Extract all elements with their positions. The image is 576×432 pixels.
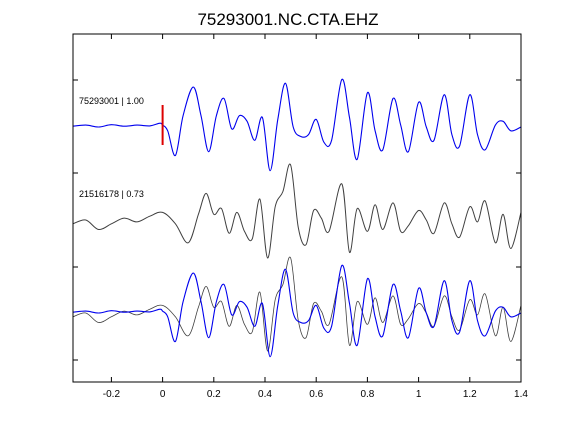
chart-title: 75293001.NC.CTA.EHZ [197, 10, 378, 29]
x-tick-label: 0.6 [309, 389, 323, 400]
trace-group [73, 78, 521, 358]
x-tick-label: 0 [160, 389, 166, 400]
x-tick-label: 0.4 [258, 389, 272, 400]
overlay-trace-21516178 [73, 256, 521, 352]
x-tick-label: 1.2 [463, 389, 477, 400]
axes-layer: -0.2 0 0.2 0.4 0.6 0.8 1 1.2 1.4 [72, 33, 528, 400]
trace-label-2: 21516178 | 0.73 [79, 189, 144, 199]
trace-21516178 [73, 163, 521, 259]
x-tick-label: 0.8 [360, 389, 374, 400]
x-tick-label: -0.2 [103, 389, 121, 400]
traces-layer: 75293001 | 1.00 21516178 | 0.73 [73, 78, 521, 358]
trace-label-1: 75293001 | 1.00 [79, 96, 144, 106]
overlay-trace-75293001 [73, 264, 521, 358]
x-tick-label: 1 [416, 389, 422, 400]
x-tick-label: 1.4 [514, 389, 528, 400]
plot-frame [72, 33, 522, 383]
trace-75293001 [73, 78, 521, 172]
x-tick-label: 0.2 [207, 389, 221, 400]
